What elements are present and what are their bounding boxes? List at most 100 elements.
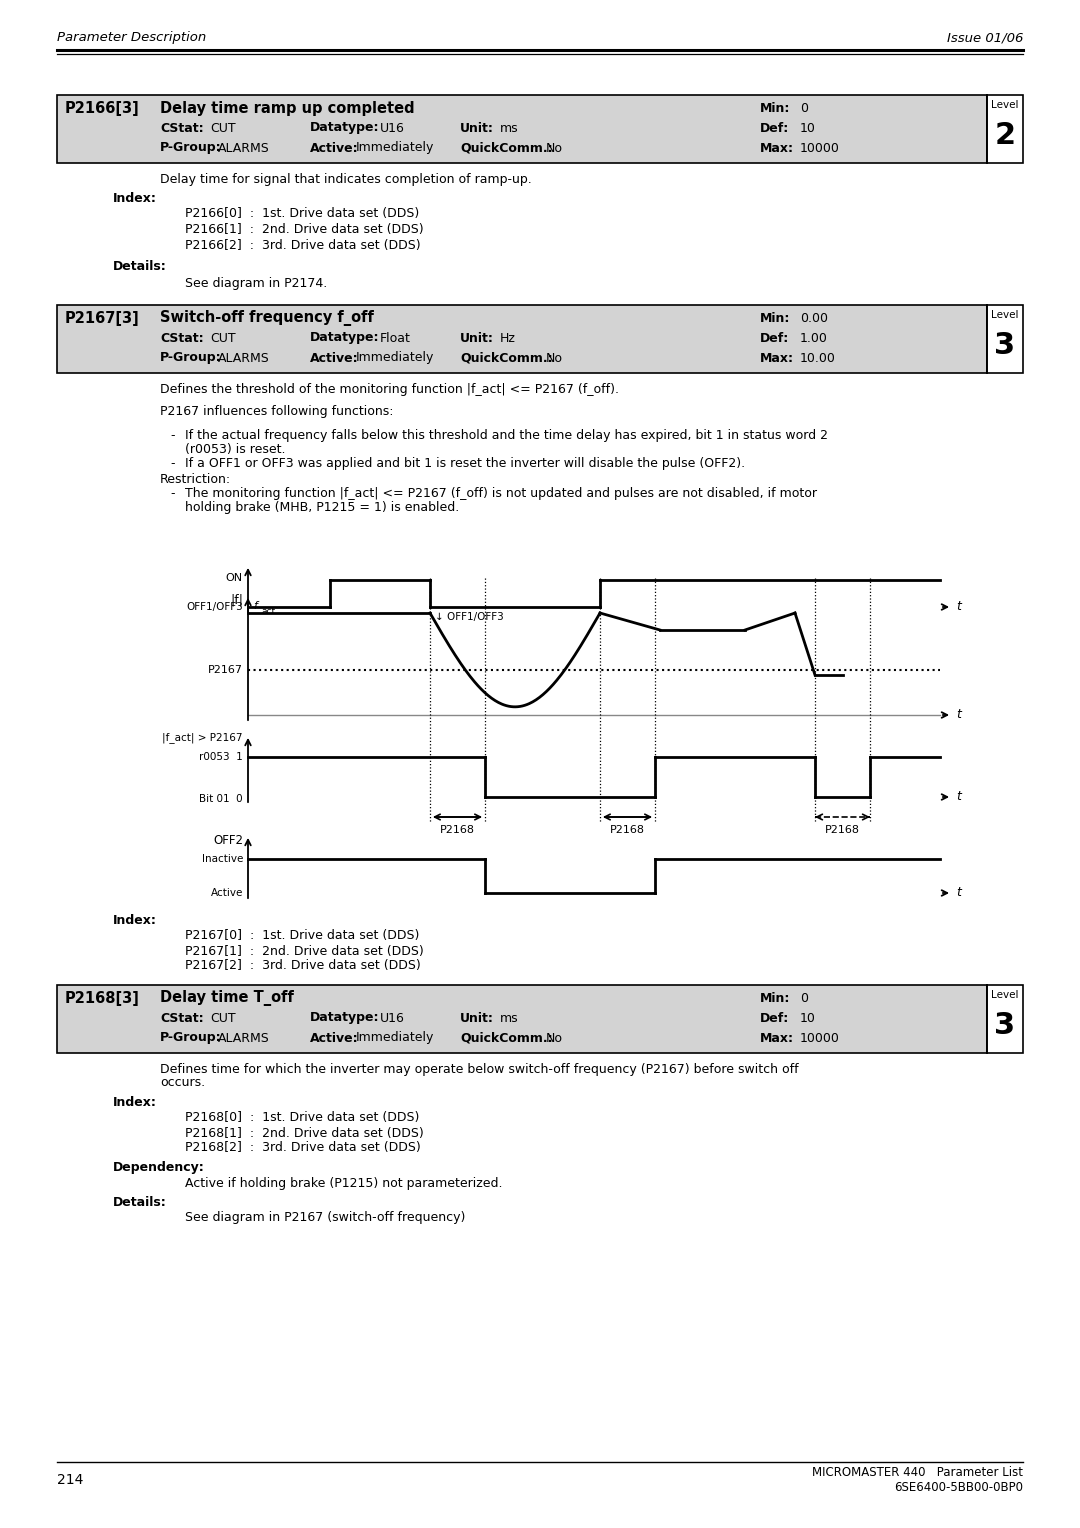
Text: 214: 214 bbox=[57, 1473, 83, 1487]
Text: CStat:: CStat: bbox=[160, 122, 204, 134]
Bar bbox=[57, 306, 987, 373]
Text: P2168[3]: P2168[3] bbox=[65, 990, 140, 1005]
Text: No: No bbox=[546, 1031, 563, 1045]
Text: act: act bbox=[262, 607, 276, 616]
Text: 10: 10 bbox=[800, 1012, 815, 1024]
Text: Def:: Def: bbox=[760, 332, 789, 344]
Text: Max:: Max: bbox=[760, 142, 794, 154]
Text: The monitoring function |f_act| <= P2167 (f_off) is not updated and pulses are n: The monitoring function |f_act| <= P2167… bbox=[185, 487, 816, 500]
Text: 10000: 10000 bbox=[800, 142, 840, 154]
Bar bbox=[987, 95, 1023, 163]
Text: Index:: Index: bbox=[113, 1096, 157, 1108]
Text: ms: ms bbox=[500, 1012, 518, 1024]
Text: If a OFF1 or OFF3 was applied and bit 1 is reset the inverter will disable the p: If a OFF1 or OFF3 was applied and bit 1 … bbox=[185, 457, 745, 471]
Text: 0: 0 bbox=[800, 101, 808, 115]
Text: Level: Level bbox=[991, 99, 1018, 110]
Text: Def:: Def: bbox=[760, 122, 789, 134]
Text: Bit 01  0: Bit 01 0 bbox=[200, 795, 243, 804]
Text: Active if holding brake (P1215) not parameterized.: Active if holding brake (P1215) not para… bbox=[185, 1178, 502, 1190]
Text: ALARMS: ALARMS bbox=[218, 1031, 270, 1045]
Text: P2168[2]  :  3rd. Drive data set (DDS): P2168[2] : 3rd. Drive data set (DDS) bbox=[185, 1141, 421, 1155]
Text: U16: U16 bbox=[380, 1012, 405, 1024]
Text: P-Group:: P-Group: bbox=[160, 142, 221, 154]
Text: Float: Float bbox=[380, 332, 410, 344]
Text: Delay time T_off: Delay time T_off bbox=[160, 990, 294, 1005]
Text: 0: 0 bbox=[800, 992, 808, 1004]
Text: Max:: Max: bbox=[760, 1031, 794, 1045]
Bar bbox=[57, 95, 987, 163]
Text: See diagram in P2167 (switch-off frequency): See diagram in P2167 (switch-off frequen… bbox=[185, 1212, 465, 1224]
Text: Immediately: Immediately bbox=[356, 1031, 434, 1045]
Text: CStat:: CStat: bbox=[160, 332, 204, 344]
Text: 0.00: 0.00 bbox=[800, 312, 828, 324]
Text: Datatype:: Datatype: bbox=[310, 332, 379, 344]
Text: Unit:: Unit: bbox=[460, 332, 494, 344]
Text: P2166[3]: P2166[3] bbox=[65, 101, 139, 116]
Text: See diagram in P2174.: See diagram in P2174. bbox=[185, 277, 327, 289]
Text: ON: ON bbox=[226, 573, 243, 584]
Text: Level: Level bbox=[991, 990, 1018, 999]
Text: P-Group:: P-Group: bbox=[160, 351, 221, 365]
Text: P2167: P2167 bbox=[208, 665, 243, 675]
Text: Min:: Min: bbox=[760, 312, 791, 324]
Text: Inactive: Inactive bbox=[202, 854, 243, 863]
Text: No: No bbox=[546, 351, 563, 365]
Text: Unit:: Unit: bbox=[460, 1012, 494, 1024]
Text: Unit:: Unit: bbox=[460, 122, 494, 134]
Text: QuickComm.:: QuickComm.: bbox=[460, 351, 553, 365]
Text: Max:: Max: bbox=[760, 351, 794, 365]
Text: Details:: Details: bbox=[113, 260, 166, 274]
Text: Min:: Min: bbox=[760, 101, 791, 115]
Text: Details:: Details: bbox=[113, 1195, 166, 1209]
Bar bbox=[987, 986, 1023, 1053]
Text: -: - bbox=[170, 457, 175, 471]
Text: ALARMS: ALARMS bbox=[218, 351, 270, 365]
Text: t: t bbox=[956, 601, 961, 614]
Text: |f|: |f| bbox=[230, 593, 243, 607]
Text: Index:: Index: bbox=[113, 191, 157, 205]
Text: Delay time for signal that indicates completion of ramp-up.: Delay time for signal that indicates com… bbox=[160, 173, 531, 185]
Text: CUT: CUT bbox=[210, 122, 235, 134]
Text: Active: Active bbox=[211, 888, 243, 898]
Text: Index:: Index: bbox=[113, 914, 157, 926]
Text: 3: 3 bbox=[995, 1010, 1015, 1039]
Text: P2166[0]  :  1st. Drive data set (DDS): P2166[0] : 1st. Drive data set (DDS) bbox=[185, 206, 419, 220]
Text: ↓ OFF1/OFF3: ↓ OFF1/OFF3 bbox=[435, 613, 503, 622]
Text: Hz: Hz bbox=[500, 332, 516, 344]
Text: Defines the threshold of the monitoring function |f_act| <= P2167 (f_off).: Defines the threshold of the monitoring … bbox=[160, 382, 619, 396]
Text: P2167[1]  :  2nd. Drive data set (DDS): P2167[1] : 2nd. Drive data set (DDS) bbox=[185, 944, 423, 958]
Text: Parameter Description: Parameter Description bbox=[57, 32, 206, 44]
Text: QuickComm.:: QuickComm.: bbox=[460, 142, 553, 154]
Text: 3: 3 bbox=[995, 330, 1015, 359]
Text: -: - bbox=[170, 487, 175, 500]
Text: Level: Level bbox=[991, 310, 1018, 319]
Text: OFF2: OFF2 bbox=[213, 833, 243, 847]
Text: Switch-off frequency f_off: Switch-off frequency f_off bbox=[160, 310, 374, 325]
Text: ALARMS: ALARMS bbox=[218, 142, 270, 154]
Text: MICROMASTER 440   Parameter List
6SE6400-5BB00-0BP0: MICROMASTER 440 Parameter List 6SE6400-5… bbox=[812, 1465, 1023, 1494]
Text: P2166[2]  :  3rd. Drive data set (DDS): P2166[2] : 3rd. Drive data set (DDS) bbox=[185, 238, 420, 252]
Text: Active:: Active: bbox=[310, 1031, 359, 1045]
Text: P2168: P2168 bbox=[440, 825, 475, 834]
Text: P2167[3]: P2167[3] bbox=[65, 310, 139, 325]
Text: 10.00: 10.00 bbox=[800, 351, 836, 365]
Text: Defines time for which the inverter may operate below switch-off frequency (P216: Defines time for which the inverter may … bbox=[160, 1062, 798, 1076]
Text: Dependency:: Dependency: bbox=[113, 1161, 205, 1175]
Text: (r0053) is reset.: (r0053) is reset. bbox=[185, 443, 285, 455]
Text: If the actual frequency falls below this threshold and the time delay has expire: If the actual frequency falls below this… bbox=[185, 429, 828, 442]
Text: Immediately: Immediately bbox=[356, 351, 434, 365]
Text: t: t bbox=[956, 790, 961, 804]
Bar bbox=[57, 986, 987, 1053]
Text: Min:: Min: bbox=[760, 992, 791, 1004]
Text: t: t bbox=[956, 886, 961, 900]
Text: Datatype:: Datatype: bbox=[310, 122, 379, 134]
Text: P2168: P2168 bbox=[610, 825, 645, 834]
Text: P2167 influences following functions:: P2167 influences following functions: bbox=[160, 405, 393, 417]
Text: 10: 10 bbox=[800, 122, 815, 134]
Text: 10000: 10000 bbox=[800, 1031, 840, 1045]
Text: QuickComm.:: QuickComm.: bbox=[460, 1031, 553, 1045]
Text: Issue 01/06: Issue 01/06 bbox=[947, 32, 1023, 44]
Text: Immediately: Immediately bbox=[356, 142, 434, 154]
Text: P2168[0]  :  1st. Drive data set (DDS): P2168[0] : 1st. Drive data set (DDS) bbox=[185, 1111, 419, 1125]
Text: Def:: Def: bbox=[760, 1012, 789, 1024]
